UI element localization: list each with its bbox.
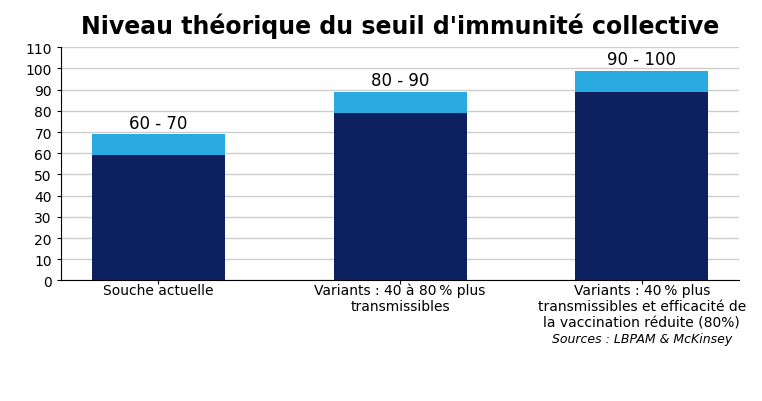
Text: 90 - 100: 90 - 100 bbox=[607, 51, 677, 69]
Bar bbox=[334, 93, 466, 113]
Title: Niveau théorique du seuil d'immunité collective: Niveau théorique du seuil d'immunité col… bbox=[81, 14, 719, 39]
Bar bbox=[575, 71, 709, 93]
Text: 60 - 70: 60 - 70 bbox=[129, 114, 187, 132]
Text: Sources : LBPAM & McKinsey: Sources : LBPAM & McKinsey bbox=[552, 332, 732, 345]
Bar bbox=[91, 156, 225, 281]
Bar bbox=[575, 93, 709, 281]
Bar bbox=[91, 135, 225, 156]
Text: Souche actuelle: Souche actuelle bbox=[103, 283, 213, 297]
Text: Variants : 40 % plus
transmissibles et efficacité de
la vaccination réduite (80%: Variants : 40 % plus transmissibles et e… bbox=[538, 283, 746, 329]
Text: Variants : 40 à 80 % plus
transmissibles: Variants : 40 à 80 % plus transmissibles bbox=[315, 283, 485, 314]
Text: 80 - 90: 80 - 90 bbox=[371, 72, 429, 90]
Bar bbox=[334, 113, 466, 281]
